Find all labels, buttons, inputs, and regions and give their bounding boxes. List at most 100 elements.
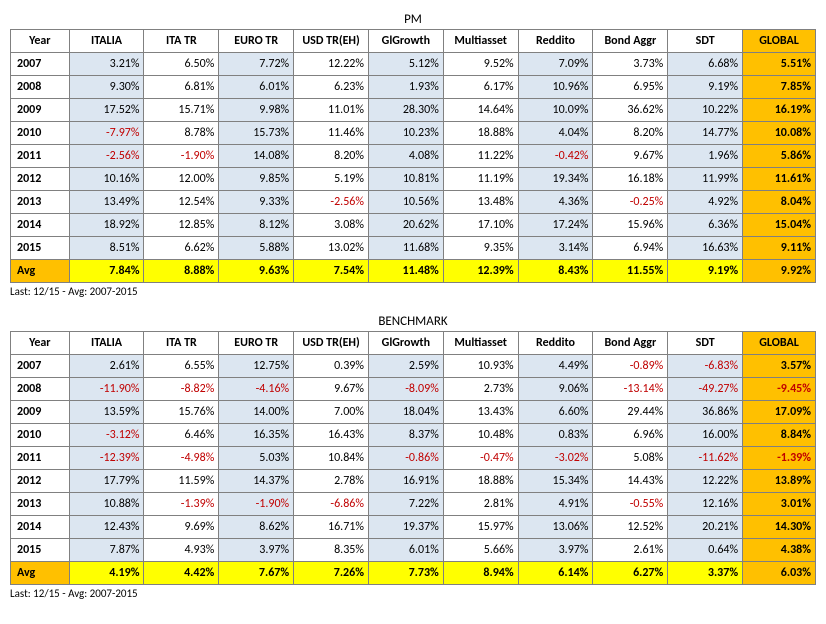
global-cell: -9.45% — [743, 378, 816, 401]
value-cell: 6.60% — [518, 401, 593, 424]
value-cell: 6.23% — [294, 76, 369, 99]
value-cell: -11.62% — [668, 447, 743, 470]
column-header: Multiasset — [443, 332, 518, 355]
column-header: EURO TR — [219, 30, 294, 53]
value-cell: 6.68% — [668, 53, 743, 76]
value-cell: 12.85% — [144, 214, 219, 237]
avg-cell: 4.19% — [69, 562, 144, 585]
value-cell: 2.61% — [69, 355, 144, 378]
year-cell: 2010 — [11, 122, 70, 145]
value-cell: 12.54% — [144, 191, 219, 214]
value-cell: 13.59% — [69, 401, 144, 424]
avg-cell: 8.88% — [144, 260, 219, 283]
global-cell: 4.38% — [743, 539, 816, 562]
table-row: 201210.16%12.00%9.85%5.19%10.81%11.19%19… — [11, 168, 816, 191]
value-cell: 9.35% — [443, 237, 518, 260]
avg-cell: 7.84% — [69, 260, 144, 283]
year-cell: 2009 — [11, 99, 70, 122]
year-cell: 2012 — [11, 168, 70, 191]
value-cell: -2.56% — [69, 145, 144, 168]
column-header: ITALIA — [69, 30, 144, 53]
column-header: GlGrowth — [368, 332, 443, 355]
avg-cell: 7.54% — [294, 260, 369, 283]
year-cell: 2014 — [11, 516, 70, 539]
value-cell: 2.59% — [368, 355, 443, 378]
value-cell: 7.87% — [69, 539, 144, 562]
global-cell: 15.04% — [743, 214, 816, 237]
value-cell: -1.39% — [144, 493, 219, 516]
value-cell: 14.00% — [219, 401, 294, 424]
table-row: 20158.51%6.62%5.88%13.02%11.68%9.35%3.14… — [11, 237, 816, 260]
value-cell: 16.43% — [294, 424, 369, 447]
value-cell: 10.84% — [294, 447, 369, 470]
value-cell: 12.16% — [668, 493, 743, 516]
value-cell: 16.00% — [668, 424, 743, 447]
value-cell: 10.22% — [668, 99, 743, 122]
column-header: Bond Aggr — [593, 30, 668, 53]
avg-cell: 11.48% — [368, 260, 443, 283]
value-cell: 12.52% — [593, 516, 668, 539]
value-cell: 6.46% — [144, 424, 219, 447]
value-cell: 5.12% — [368, 53, 443, 76]
column-header: ITA TR — [144, 332, 219, 355]
value-cell: 4.93% — [144, 539, 219, 562]
value-cell: 17.24% — [518, 214, 593, 237]
value-cell: 7.00% — [294, 401, 369, 424]
value-cell: 15.71% — [144, 99, 219, 122]
global-cell: -1.39% — [743, 447, 816, 470]
value-cell: 8.35% — [294, 539, 369, 562]
value-cell: 9.69% — [144, 516, 219, 539]
data-table: YearITALIAITA TREURO TRUSD TR(EH)GlGrowt… — [10, 29, 816, 283]
value-cell: 0.83% — [518, 424, 593, 447]
table-footnote: Last: 12/15 - Avg: 2007-2015 — [10, 585, 816, 614]
column-header: Year — [11, 30, 70, 53]
table-row: 201412.43%9.69%8.62%16.71%19.37%15.97%13… — [11, 516, 816, 539]
table-footnote: Last: 12/15 - Avg: 2007-2015 — [10, 283, 816, 312]
year-cell: 2009 — [11, 401, 70, 424]
global-cell: 11.61% — [743, 168, 816, 191]
column-header: Year — [11, 332, 70, 355]
value-cell: 16.35% — [219, 424, 294, 447]
year-cell: 2013 — [11, 493, 70, 516]
column-header: SDT — [668, 332, 743, 355]
value-cell: 4.91% — [518, 493, 593, 516]
avg-cell: 8.43% — [518, 260, 593, 283]
global-cell: 5.86% — [743, 145, 816, 168]
value-cell: 8.62% — [219, 516, 294, 539]
value-cell: 10.48% — [443, 424, 518, 447]
value-cell: -13.14% — [593, 378, 668, 401]
value-cell: -0.42% — [518, 145, 593, 168]
avg-cell: 6.14% — [518, 562, 593, 585]
value-cell: 8.51% — [69, 237, 144, 260]
table-row: 20089.30%6.81%6.01%6.23%1.93%6.17%10.96%… — [11, 76, 816, 99]
value-cell: 20.21% — [668, 516, 743, 539]
value-cell: 7.72% — [219, 53, 294, 76]
column-header: USD TR(EH) — [294, 332, 369, 355]
avg-cell: 8.94% — [443, 562, 518, 585]
column-header: Reddito — [518, 30, 593, 53]
value-cell: -0.47% — [443, 447, 518, 470]
global-cell: 5.51% — [743, 53, 816, 76]
value-cell: 14.77% — [668, 122, 743, 145]
value-cell: 9.33% — [219, 191, 294, 214]
value-cell: 0.64% — [668, 539, 743, 562]
year-cell: 2007 — [11, 53, 70, 76]
global-cell: 16.19% — [743, 99, 816, 122]
value-cell: 3.97% — [518, 539, 593, 562]
value-cell: 11.68% — [368, 237, 443, 260]
table-row: 201217.79%11.59%14.37%2.78%16.91%18.88%1… — [11, 470, 816, 493]
value-cell: 2.81% — [443, 493, 518, 516]
value-cell: 6.50% — [144, 53, 219, 76]
table-title: BENCHMARK — [10, 312, 816, 331]
value-cell: -0.86% — [368, 447, 443, 470]
value-cell: 11.01% — [294, 99, 369, 122]
avg-label: Avg — [11, 260, 70, 283]
table-row: 20157.87%4.93%3.97%8.35%6.01%5.66%3.97%2… — [11, 539, 816, 562]
value-cell: 28.30% — [368, 99, 443, 122]
value-cell: 8.37% — [368, 424, 443, 447]
year-cell: 2012 — [11, 470, 70, 493]
value-cell: 10.88% — [69, 493, 144, 516]
table-row: 2011-12.39%-4.98%5.03%10.84%-0.86%-0.47%… — [11, 447, 816, 470]
value-cell: 3.14% — [518, 237, 593, 260]
table-row: 200913.59%15.76%14.00%7.00%18.04%13.43%6… — [11, 401, 816, 424]
